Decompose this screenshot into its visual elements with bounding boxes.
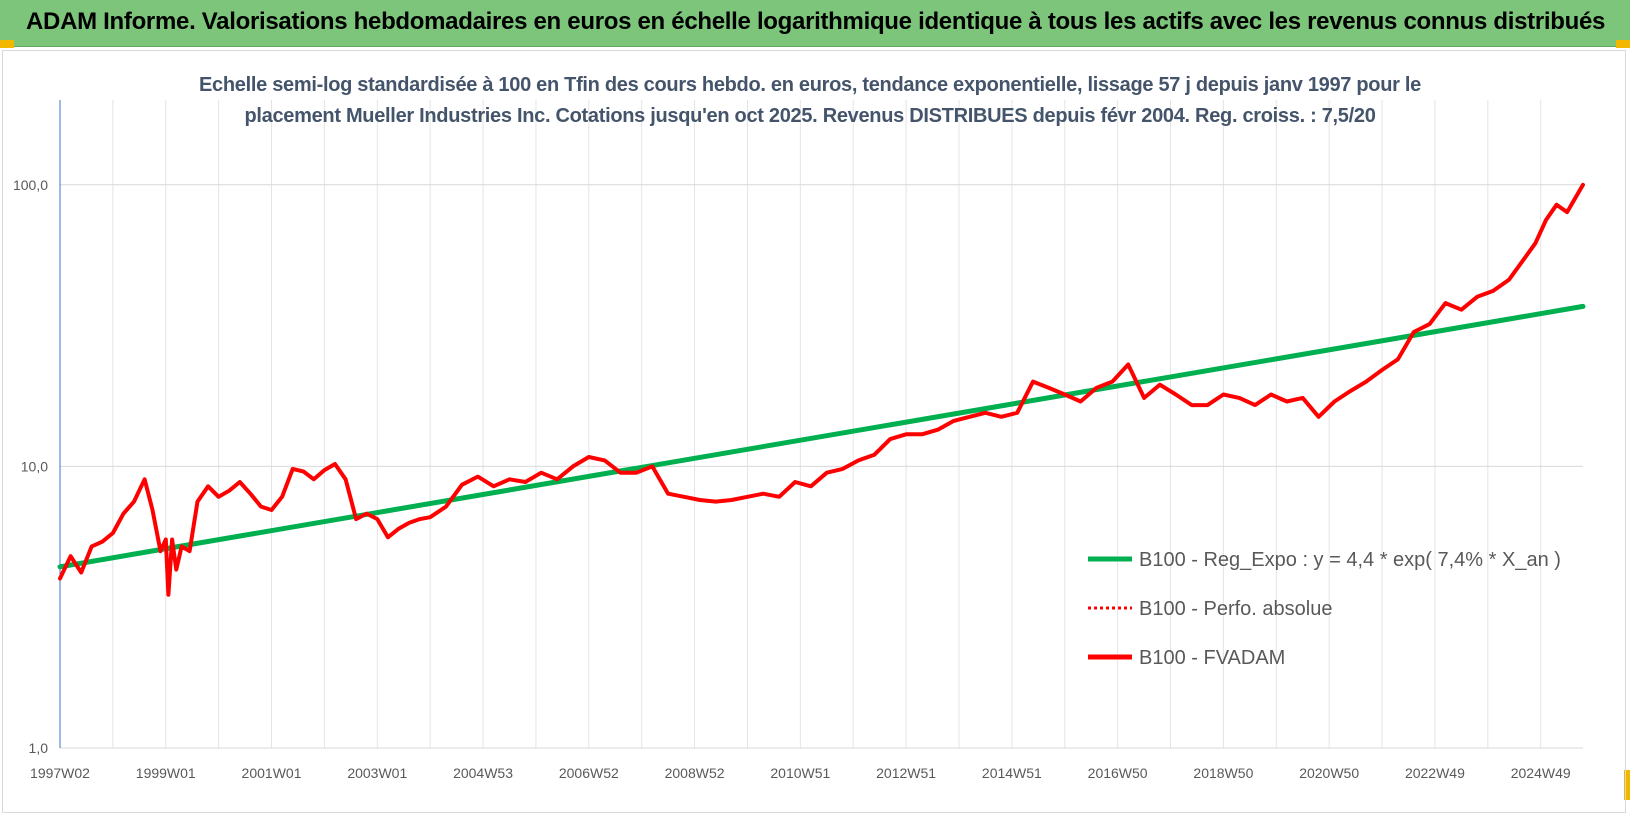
y-tick-label: 1,0 [29,740,49,756]
corner-marker-left [0,40,14,48]
legend: B100 - Reg_Expo : y = 4,4 * exp( 7,4% * … [1088,549,1561,669]
x-tick-label: 2008W52 [665,765,725,781]
grid-layer [59,100,1583,749]
x-tick-label: 2018W50 [1193,765,1253,781]
chart-title: Echelle semi-log standardisée à 100 en T… [160,70,1460,132]
legend-label-0: B100 - Reg_Expo : y = 4,4 * exp( 7,4% * … [1139,549,1561,571]
x-tick-label: 2006W52 [559,765,619,781]
x-tick-label: 2004W53 [453,765,513,781]
y-tick-label: 100,0 [13,177,48,193]
x-tick-label: 2016W50 [1088,765,1148,781]
x-tick-label: 2022W49 [1405,765,1465,781]
report-banner: ADAM Informe. Valorisations hebdomadaire… [0,0,1630,47]
x-tick-label: 2010W51 [770,765,830,781]
axis-layer: 1,0 10,0 100,0 1997W02 1999W01 2001W01 2003W01… [13,100,1571,781]
y-tick-label: 10,0 [21,458,48,474]
series-layer [57,182,1586,597]
chart-frame [2,50,1626,813]
corner-marker-bottom-right [1624,770,1630,800]
x-tick-label: 2001W01 [242,765,302,781]
x-tick-label: 2003W01 [347,765,407,781]
legend-label-1: B100 - Perfo. absolue [1139,598,1332,620]
chart-title-line-2: placement Mueller Industries Inc. Cotati… [244,105,1376,127]
corner-marker-right [1616,40,1630,48]
chart-title-line-1: Echelle semi-log standardisée à 100 en T… [199,74,1421,96]
x-tick-label: 2014W51 [982,765,1042,781]
x-tick-label: 1999W01 [136,765,196,781]
x-tick-label: 2024W49 [1511,765,1571,781]
x-tick-label: 2020W50 [1299,765,1359,781]
series-line-regression [57,303,1586,570]
report-title: ADAM Informe. Valorisations hebdomadaire… [26,8,1606,35]
legend-label-2: B100 - FVADAM [1139,647,1285,669]
x-tick-label: 1997W02 [30,765,90,781]
x-tick-label: 2012W51 [876,765,936,781]
series-line-fvadam [58,182,1585,597]
